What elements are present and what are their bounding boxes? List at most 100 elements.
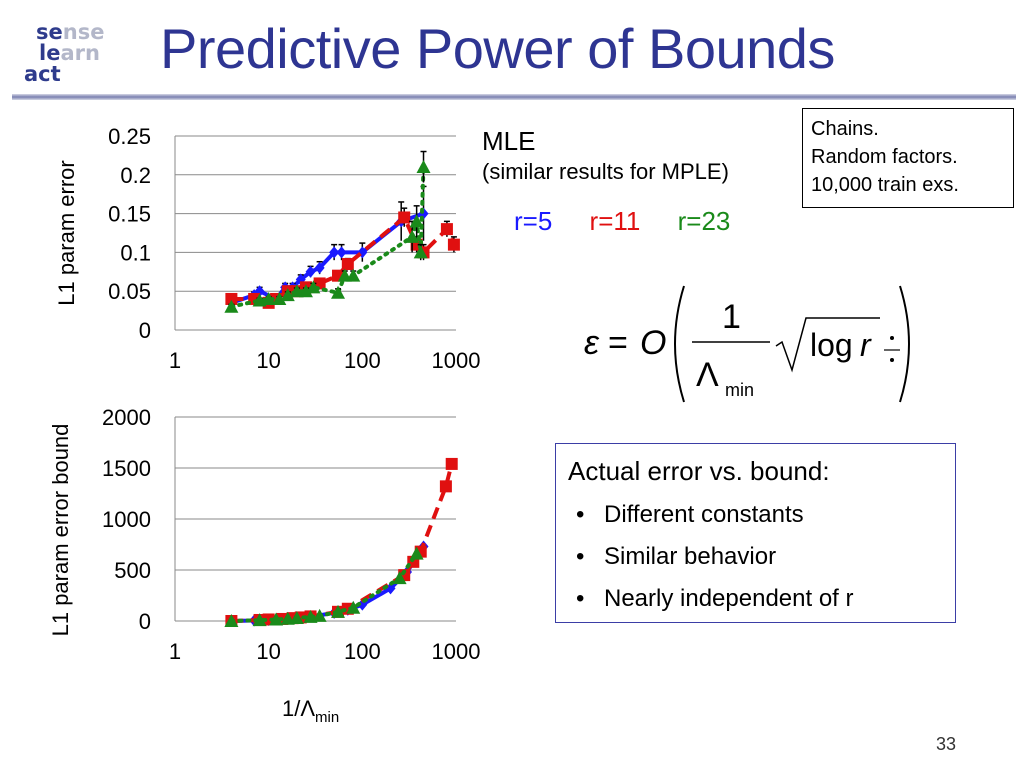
legend-r23: r=23 (677, 206, 731, 236)
x-tick-label: 1000 (432, 639, 481, 664)
point-r23 (331, 604, 346, 618)
series-line-r11 (231, 463, 454, 623)
point-r5 (254, 285, 265, 298)
x-tick-label: 10 (256, 639, 280, 664)
y-tick-label: 0.2 (120, 163, 151, 188)
bound-comparison-box: Actual error vs. bound: • Different const… (555, 443, 956, 623)
point-r11 (440, 223, 453, 236)
formula-log: log (810, 327, 853, 363)
y-tick-label: 1500 (102, 456, 151, 481)
bound-formula: ε = O 1 Λ min log r (584, 285, 910, 403)
point-r23 (392, 571, 407, 585)
point-r23 (280, 288, 295, 302)
point-r23 (331, 285, 346, 299)
point-r23 (289, 284, 304, 298)
legend-r11: r=11 (589, 206, 641, 236)
r-legend: r=5 r=11 r=23 (514, 206, 760, 237)
point-r23 (224, 299, 239, 313)
bullet-icon: • (576, 585, 585, 612)
y-tick-label: 0.15 (108, 202, 151, 227)
point-r23 (416, 160, 431, 174)
formula-left-paren (674, 285, 685, 403)
logo-line-learn: learn (39, 41, 100, 65)
settings-box: Chains. Random factors. 10,000 train exs… (802, 108, 1014, 208)
point-r11 (225, 292, 238, 305)
point-r23 (346, 268, 361, 282)
list-item: • Nearly independent of r (568, 578, 943, 620)
x-tick-label: 1 (169, 348, 181, 373)
formula-dot (890, 358, 894, 362)
formula-lambda: Λ (696, 356, 719, 394)
point-r23 (224, 614, 239, 627)
point-r23 (413, 245, 428, 259)
point-r23 (298, 284, 313, 298)
y-tick-label: 2000 (102, 405, 151, 430)
point-r23 (261, 291, 276, 305)
y-tick-label: 0.1 (120, 240, 151, 265)
y-tick-label: 0 (139, 318, 151, 343)
settings-line: 10,000 train exs. (811, 174, 959, 196)
formula-big-o: O (640, 324, 666, 362)
point-r23 (409, 214, 424, 228)
mle-subtitle: (similar results for MPLE) (482, 159, 729, 184)
point-r23 (312, 608, 327, 622)
point-r23 (269, 612, 284, 626)
bound-list: • Different constants • Similar behavior •… (568, 494, 943, 620)
y-tick-label: 0.05 (108, 279, 151, 304)
page-number: 33 (936, 734, 957, 754)
point-r11 (447, 238, 460, 251)
formula-r: r (860, 327, 872, 363)
formula-numerator: 1 (722, 298, 741, 336)
mle-annotation: MLE (similar results for MPLE) (482, 126, 729, 186)
point-r11 (341, 258, 354, 271)
logo-line-sense: sense (36, 20, 105, 44)
formula-right-paren (899, 285, 910, 403)
point-r23 (346, 600, 361, 614)
point-r11 (398, 211, 411, 224)
point-r5 (336, 246, 347, 259)
formula-epsilon: ε (584, 324, 600, 362)
x-tick-label: 100 (344, 639, 381, 664)
point-r5 (314, 261, 325, 274)
y-tick-label: 0.25 (108, 124, 151, 149)
y-tick-label: 0 (139, 609, 151, 634)
formula-sqrt (775, 317, 880, 373)
formula-min-subscript: min (725, 380, 754, 400)
formula-equals: = (608, 324, 628, 362)
x-tick-label: 1000 (432, 348, 481, 373)
list-item: • Different constants (568, 494, 943, 536)
point-r11 (445, 457, 458, 470)
list-item-text: Nearly independent of r (604, 585, 854, 612)
bound-title: Actual error vs. bound: (568, 456, 830, 486)
point-r23 (289, 610, 304, 624)
y-tick-label: 1000 (102, 507, 151, 532)
point-r5 (305, 265, 316, 278)
y-axis-label: L1 param error (54, 160, 79, 306)
series-line-r23 (229, 165, 426, 309)
list-item-text: Different constants (604, 501, 804, 528)
x-tick-label: 1 (169, 639, 181, 664)
formula-dot (890, 336, 894, 340)
settings-line: Random factors. (811, 146, 958, 168)
logo: sense learn act (20, 16, 120, 96)
y-tick-label: 500 (114, 558, 151, 583)
point-r23 (409, 546, 424, 560)
point-r23 (252, 613, 267, 627)
title-divider (12, 94, 1016, 100)
x-tick-label: 100 (344, 348, 381, 373)
bullet-icon: • (576, 501, 585, 528)
bullet-icon: • (576, 543, 585, 570)
x-tick-label: 10 (256, 348, 280, 373)
logo-line-act: act (24, 62, 61, 86)
point-r23 (405, 229, 420, 243)
slide-title: Predictive Power of Bounds (160, 17, 835, 80)
point-r11 (439, 480, 452, 493)
list-item: • Similar behavior (568, 536, 943, 578)
mle-title: MLE (482, 126, 536, 156)
x-axis-label-subscript: min (315, 709, 339, 726)
y-axis-label: L1 param error bound (48, 424, 73, 637)
legend-r5: r=5 (514, 206, 553, 236)
x-axis-label: 1/Λmin (282, 696, 339, 726)
point-r23 (306, 280, 321, 294)
